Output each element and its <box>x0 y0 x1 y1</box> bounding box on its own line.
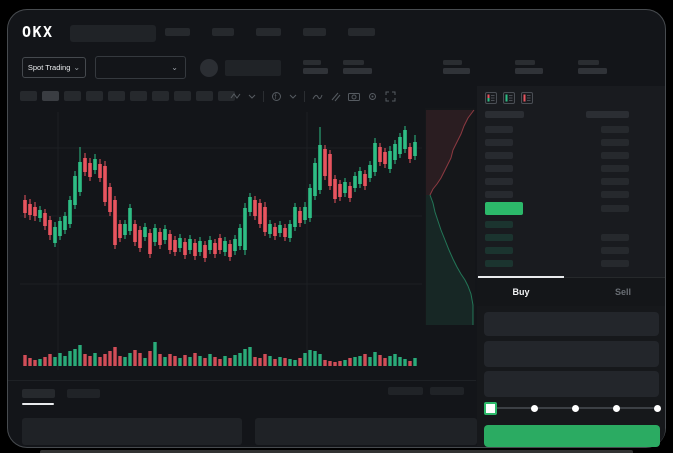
tab-sell[interactable]: Sell <box>614 287 631 297</box>
pair-dropdown[interactable]: ⌄ <box>95 56 186 79</box>
slider-stops <box>484 401 661 415</box>
bottom-action-placeholder[interactable] <box>388 387 423 395</box>
camera-icon[interactable] <box>348 91 360 101</box>
ask-rows <box>485 123 657 201</box>
timeframe-bar <box>20 91 235 102</box>
compare-icon[interactable] <box>330 91 341 102</box>
chevron-down-icon: ⌄ <box>73 62 81 72</box>
nav-item-placeholder[interactable] <box>348 28 375 36</box>
device-edge <box>40 450 633 453</box>
bid-row[interactable] <box>485 231 657 244</box>
price-input[interactable] <box>484 312 659 336</box>
slider-stop[interactable] <box>531 404 538 412</box>
stat-placeholder <box>578 60 607 74</box>
ask-row[interactable] <box>485 149 657 162</box>
nav-item-placeholder[interactable] <box>303 28 326 36</box>
amount-slider[interactable] <box>484 401 661 415</box>
ask-row[interactable] <box>485 162 657 175</box>
slider-stop[interactable] <box>572 404 579 412</box>
book-asks-icon[interactable] <box>521 91 533 109</box>
market-type-label: Spot Trading <box>27 63 71 72</box>
last-price-badge <box>485 202 523 215</box>
price-column-placeholder <box>485 111 524 118</box>
stat-placeholder <box>443 60 470 74</box>
timeframe-button[interactable] <box>152 91 169 101</box>
chart-style-icon[interactable] <box>230 91 241 102</box>
order-book-header <box>485 111 657 119</box>
book-combined-icon[interactable] <box>485 91 497 109</box>
fullscreen-icon[interactable] <box>385 91 396 102</box>
timeframe-button[interactable] <box>42 91 59 101</box>
timeframe-button[interactable] <box>130 91 147 101</box>
timeframe-button[interactable] <box>174 91 191 101</box>
coin-icon <box>200 59 218 77</box>
indicator-icon[interactable]: f <box>271 91 282 102</box>
stat-placeholder <box>343 60 372 74</box>
market-type-selector[interactable]: Spot Trading ⌄ <box>22 57 86 78</box>
total-input[interactable] <box>484 371 659 397</box>
bid-row[interactable] <box>485 244 657 257</box>
last-price-row[interactable] <box>485 202 657 216</box>
timeframe-button[interactable] <box>86 91 103 101</box>
amount-column-placeholder <box>586 111 629 118</box>
timeframe-button[interactable] <box>218 91 235 101</box>
ask-row[interactable] <box>485 136 657 149</box>
bottom-action-placeholder[interactable] <box>430 387 464 395</box>
toolbar-divider <box>263 90 264 102</box>
ask-row[interactable] <box>485 188 657 201</box>
trade-panel: Buy Sell <box>477 86 665 447</box>
bottom-panel <box>8 380 477 447</box>
timeframe-button[interactable] <box>108 91 125 101</box>
timeframe-button[interactable] <box>20 91 37 101</box>
bid-rows <box>485 218 657 270</box>
buy-submit-button[interactable] <box>484 425 660 447</box>
slider-stop[interactable] <box>613 404 620 412</box>
top-nav <box>165 28 375 36</box>
amount-input[interactable] <box>484 341 659 367</box>
nav-item-placeholder[interactable] <box>165 28 190 36</box>
stat-placeholder <box>515 60 543 74</box>
active-tab-underline <box>22 403 54 405</box>
chevron-down-icon: ⌄ <box>171 62 178 72</box>
toolbar-divider <box>304 90 305 102</box>
chevron-down-icon[interactable] <box>289 92 297 100</box>
bottom-row-placeholder <box>22 418 242 445</box>
bid-row[interactable] <box>485 218 657 231</box>
pair-name-placeholder <box>225 60 281 76</box>
chart-toolbar-icons: f <box>230 88 396 104</box>
order-book <box>477 86 665 277</box>
tab-buy[interactable]: Buy <box>478 276 564 306</box>
chevron-down-icon[interactable] <box>248 92 256 100</box>
nav-item-placeholder[interactable] <box>256 28 281 36</box>
line-style-icon[interactable] <box>312 91 323 102</box>
book-bids-icon[interactable] <box>503 91 515 109</box>
search-placeholder[interactable] <box>70 25 156 42</box>
bid-row[interactable] <box>485 257 657 270</box>
timeframe-button[interactable] <box>64 91 81 101</box>
bottom-row-placeholder <box>255 418 477 445</box>
bottom-tab[interactable] <box>67 389 100 398</box>
svg-text:f: f <box>275 94 277 101</box>
ask-row[interactable] <box>485 123 657 136</box>
stat-placeholder <box>303 60 328 74</box>
last-price-amount-placeholder <box>601 205 629 212</box>
order-side-tabs: Buy Sell <box>477 276 665 306</box>
slider-handle[interactable] <box>484 401 497 415</box>
order-book-view-toggles <box>485 91 533 109</box>
bottom-tab-active[interactable] <box>22 389 55 398</box>
settings-icon[interactable] <box>367 91 378 102</box>
ask-row[interactable] <box>485 175 657 188</box>
okx-logo[interactable]: OKX <box>22 23 54 41</box>
timeframe-button[interactable] <box>196 91 213 101</box>
slider-stop[interactable] <box>654 404 661 412</box>
nav-item-placeholder[interactable] <box>212 28 234 36</box>
